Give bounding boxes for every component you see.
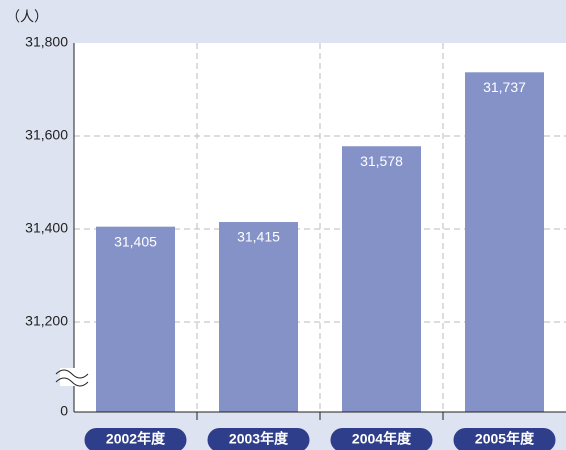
y-tick-label: 31,200 [25,313,68,329]
y-tick-label: 31,600 [25,127,68,143]
y-tick-label: 31,400 [25,220,68,236]
bar [342,146,421,413]
x-tick-label: 2003年度 [229,431,289,447]
category-pill [330,428,433,450]
y-unit: （人） [6,9,48,25]
value-label: 31,405 [114,233,157,249]
value-label: 31,737 [483,79,526,95]
value-label: 31,578 [360,153,403,169]
bar [96,226,175,412]
x-tick-label: 2002年度 [106,431,166,447]
category-pill [84,428,187,450]
y-tick-label: 31,800 [25,34,68,50]
axis-break [55,369,89,379]
category-pill [207,428,310,450]
x-tick-label: 2004年度 [352,431,412,447]
value-label: 31,415 [237,229,280,245]
x-tick-label: 2005年度 [475,431,535,447]
bar [465,72,544,413]
axis-break-gap [60,368,88,386]
y-tick-label: 0 [60,403,68,419]
bar [219,222,298,412]
axis-break [55,377,89,387]
category-pill [453,428,556,450]
